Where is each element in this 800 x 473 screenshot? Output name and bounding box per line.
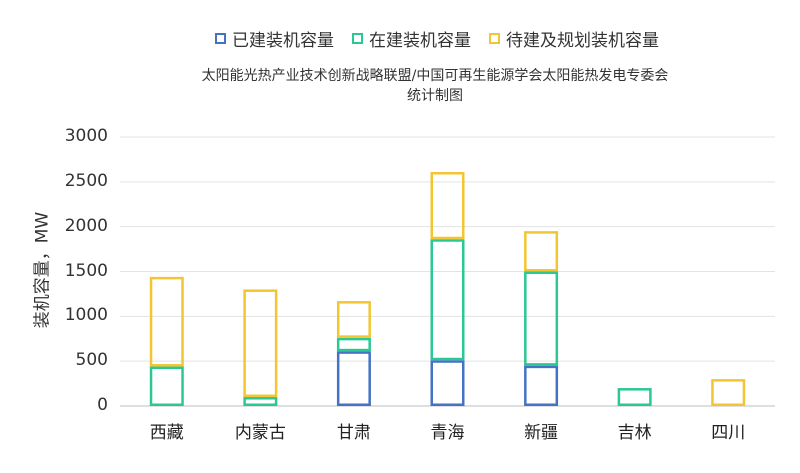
y-tick-label: 0 <box>97 395 108 415</box>
x-tick-label: 西藏 <box>149 423 184 443</box>
legend-label-built: 已建装机容量 <box>232 31 334 51</box>
y-tick-label: 1500 <box>64 260 108 281</box>
bar-segment <box>336 351 371 407</box>
legend-label-planned: 待建及规划装机容量 <box>506 31 659 51</box>
chart-subtitle-line-2: 统计制图 <box>407 88 463 104</box>
legend-item-built: 已建装机容量 <box>215 26 334 51</box>
legend-swatch-under-construction <box>352 33 363 44</box>
y-axis-label: 装机容量，MW <box>32 211 53 329</box>
x-tick-label: 青海 <box>430 423 465 443</box>
chart-subtitle: 太阳能光热产业技术创新战略联盟/中国可再生能源学会太阳能热发电专委会 统计制图 <box>150 66 720 106</box>
legend-swatch-planned <box>489 33 500 44</box>
x-tick-label: 四川 <box>711 423 746 443</box>
bar-segment <box>243 289 278 398</box>
y-tick-label: 1000 <box>64 305 108 326</box>
bar-segment <box>524 271 559 366</box>
legend-item-planned: 待建及规划装机容量 <box>489 26 659 51</box>
bar-segment <box>243 397 278 406</box>
bar-segment <box>336 337 371 352</box>
bar-segment <box>430 171 465 240</box>
bar-segment <box>617 388 652 407</box>
x-tick-label: 吉林 <box>617 423 652 443</box>
bar-segment <box>336 301 371 338</box>
chart-legend: 已建装机容量 在建装机容量 待建及规划装机容量 <box>215 26 659 51</box>
bar-segment <box>430 360 465 406</box>
bar-segment <box>524 231 559 272</box>
bar-segment <box>524 365 559 406</box>
chart-subtitle-line-1: 太阳能光热产业技术创新战略联盟/中国可再生能源学会太阳能热发电专委会 <box>201 68 669 84</box>
x-tick-label: 甘肃 <box>336 423 371 443</box>
y-tick-label: 2000 <box>64 215 108 236</box>
y-tick-label: 500 <box>75 350 108 371</box>
legend-swatch-built <box>215 33 226 44</box>
y-tick-label: 3000 <box>64 126 108 146</box>
x-tick-label: 内蒙古 <box>234 423 286 443</box>
bar-segment <box>711 379 746 407</box>
y-tick-label: 2500 <box>64 170 108 191</box>
bar-segment <box>149 276 184 367</box>
x-tick-label: 新疆 <box>524 423 559 443</box>
legend-label-under-construction: 在建装机容量 <box>369 31 471 51</box>
legend-item-under-construction: 在建装机容量 <box>352 26 471 51</box>
bar-segment <box>430 239 465 361</box>
bar-segment <box>149 366 184 406</box>
